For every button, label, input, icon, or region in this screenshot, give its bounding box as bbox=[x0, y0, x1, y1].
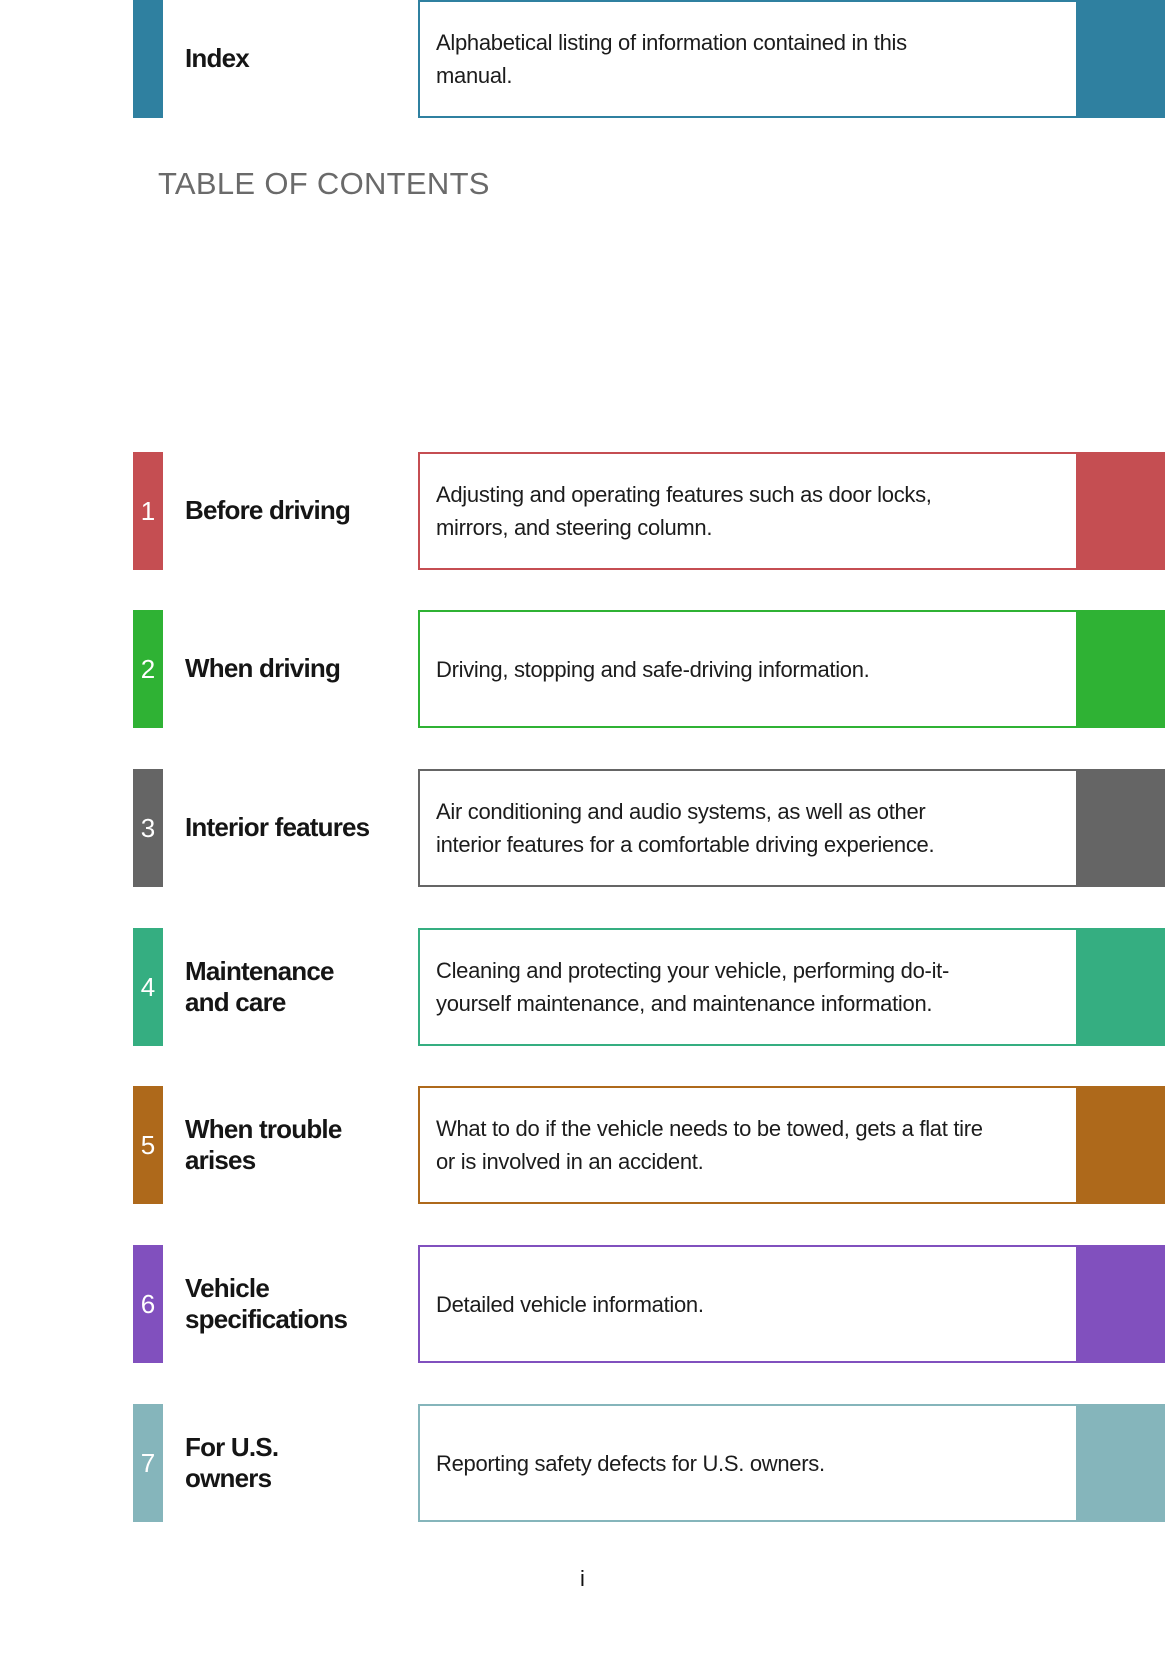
section-description-box: Detailed vehicle information. bbox=[418, 1245, 1078, 1363]
section-description-box: What to do if the vehicle needs to be to… bbox=[418, 1086, 1078, 1204]
section-title-line: Before driving bbox=[185, 495, 351, 526]
section-number-tab: 1 bbox=[133, 452, 163, 570]
section-title-line: and care bbox=[185, 987, 286, 1017]
section-title-line: For U.S. bbox=[185, 1431, 279, 1462]
section-description-line: Air conditioning and audio systems, as w… bbox=[436, 799, 926, 824]
section-number: 2 bbox=[140, 654, 156, 684]
section-number-tab bbox=[133, 0, 163, 118]
toc-row-for-us-owners: 7 For U.S. owners Reporting safety defec… bbox=[0, 1404, 1165, 1522]
section-description-line: Driving, stopping and safe-driving infor… bbox=[436, 656, 870, 682]
section-number-tab: 4 bbox=[133, 928, 163, 1046]
section-color-block bbox=[1078, 928, 1165, 1046]
section-number: 3 bbox=[140, 813, 156, 843]
section-title-line: Maintenance bbox=[185, 955, 334, 986]
section-color-block bbox=[1078, 1404, 1165, 1522]
section-description-line: Alphabetical listing of information cont… bbox=[436, 30, 907, 55]
section-description-line: Adjusting and operating features such as… bbox=[436, 482, 932, 507]
page-number: i bbox=[580, 1566, 585, 1591]
section-description-line: yourself maintenance, and maintenance in… bbox=[436, 991, 933, 1016]
section-description-box: Reporting safety defects for U.S. owners… bbox=[418, 1404, 1078, 1522]
section-description-line: What to do if the vehicle needs to be to… bbox=[436, 1116, 983, 1141]
section-number-tab: 2 bbox=[133, 610, 163, 728]
section-description-line: mirrors, and steering column. bbox=[436, 515, 713, 540]
section-number: 4 bbox=[140, 972, 156, 1002]
section-number-tab: 3 bbox=[133, 769, 163, 887]
section-color-block bbox=[1078, 452, 1165, 570]
section-title-line: When driving bbox=[185, 653, 341, 684]
section-description-box: Adjusting and operating features such as… bbox=[418, 452, 1078, 570]
section-description-line: interior features for a comfortable driv… bbox=[436, 832, 935, 857]
section-title-line: When trouble bbox=[185, 1113, 342, 1144]
section-title-line: owners bbox=[185, 1463, 272, 1493]
section-color-block bbox=[1078, 769, 1165, 887]
section-color-block bbox=[1078, 1086, 1165, 1204]
section-title: Interior features bbox=[185, 769, 417, 887]
section-description-line: Detailed vehicle information. bbox=[436, 1291, 704, 1317]
section-color-block bbox=[1078, 1245, 1165, 1363]
section-description-line: manual. bbox=[436, 63, 513, 88]
section-number-tab: 5 bbox=[133, 1086, 163, 1204]
section-number: 5 bbox=[140, 1130, 156, 1160]
section-title-line: Vehicle bbox=[185, 1272, 270, 1303]
section-title: Before driving bbox=[185, 452, 417, 570]
section-title: When trouble arises bbox=[185, 1086, 417, 1204]
section-title: Vehicle specifications bbox=[185, 1245, 417, 1363]
section-description-line: Cleaning and protecting your vehicle, pe… bbox=[436, 958, 950, 983]
toc-row-maintenance-and-care: 4 Maintenance and care Cleaning and prot… bbox=[0, 928, 1165, 1046]
section-number-tab: 6 bbox=[133, 1245, 163, 1363]
section-title: When driving bbox=[185, 610, 417, 728]
toc-row-when-driving: 2 When driving Driving, stopping and saf… bbox=[0, 610, 1165, 728]
toc-row-vehicle-specifications: 6 Vehicle specifications Detailed vehicl… bbox=[0, 1245, 1165, 1363]
toc-row-when-trouble-arises: 5 When trouble arises What to do if the … bbox=[0, 1086, 1165, 1204]
page-title: TABLE OF CONTENTS bbox=[158, 166, 490, 201]
section-description-line: Reporting safety defects for U.S. owners… bbox=[436, 1450, 825, 1476]
section-title: Index bbox=[185, 0, 417, 118]
section-title-line: specifications bbox=[185, 1304, 348, 1334]
section-description-box: Cleaning and protecting your vehicle, pe… bbox=[418, 928, 1078, 1046]
section-description-box: Alphabetical listing of information cont… bbox=[418, 0, 1078, 118]
section-title-line: Interior features bbox=[185, 812, 370, 843]
section-number: 7 bbox=[140, 1448, 156, 1478]
section-number: 6 bbox=[140, 1289, 156, 1319]
section-description-line: or is involved in an accident. bbox=[436, 1149, 704, 1174]
section-number: 1 bbox=[140, 496, 156, 526]
section-title: For U.S. owners bbox=[185, 1404, 417, 1522]
section-description-box: Driving, stopping and safe-driving infor… bbox=[418, 610, 1078, 728]
toc-row-index: Index Alphabetical listing of informatio… bbox=[0, 0, 1165, 118]
section-number-tab: 7 bbox=[133, 1404, 163, 1522]
section-title-line: Index bbox=[185, 43, 250, 74]
section-color-block bbox=[1078, 0, 1165, 118]
section-description-box: Air conditioning and audio systems, as w… bbox=[418, 769, 1078, 887]
toc-row-interior-features: 3 Interior features Air conditioning and… bbox=[0, 769, 1165, 887]
section-color-block bbox=[1078, 610, 1165, 728]
toc-row-before-driving: 1 Before driving Adjusting and operating… bbox=[0, 452, 1165, 570]
section-title-line: arises bbox=[185, 1145, 256, 1175]
section-title: Maintenance and care bbox=[185, 928, 417, 1046]
